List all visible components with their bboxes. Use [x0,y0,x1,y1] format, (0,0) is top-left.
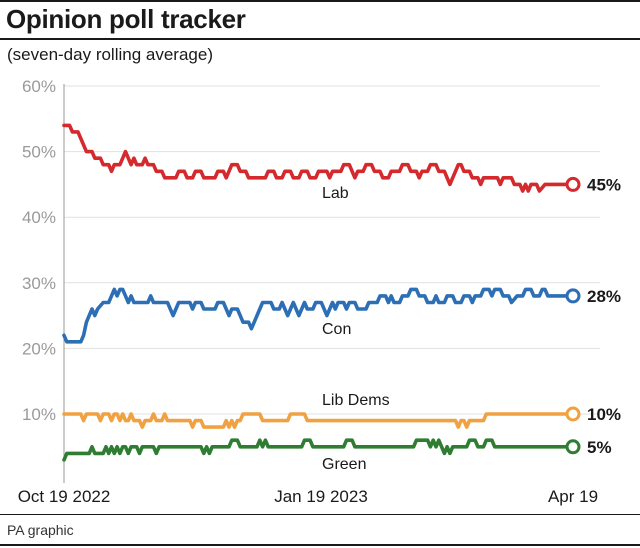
y-tick-label: 50% [22,143,56,162]
series-end-marker [565,406,581,422]
y-tick-label: 20% [22,339,56,358]
x-tick-label: Oct 19 2022 [18,487,111,506]
x-tick-label: Apr 19 [548,487,598,506]
credit-text: PA graphic [7,522,74,538]
series-line [62,412,575,429]
series-name-label: Lab [322,185,349,202]
series-end-marker [565,288,581,304]
series-end-label: 28% [587,287,621,306]
series-end-label: 5% [587,438,612,457]
x-tick-label: Jan 19 2023 [274,487,368,506]
y-tick-label: 40% [22,208,56,227]
y-tick-label: 60% [22,77,56,96]
top-rule [0,0,640,2]
y-tick-label: 30% [22,274,56,293]
footer-rule [0,544,640,546]
series-name-label: Lib Dems [322,392,390,409]
bottom-rule [0,514,640,515]
series-end-label: 10% [587,405,621,424]
page-title: Opinion poll tracker [6,4,246,34]
series-end-marker [565,176,581,192]
chart-subtitle: (seven-day rolling average) [7,45,213,64]
series-line [62,287,575,344]
series-line [62,123,575,193]
series-name-label: Con [322,321,351,338]
series-name-label: Green [322,456,366,473]
series-line [62,438,575,462]
series-end-marker [565,439,581,455]
series-end-label: 45% [587,175,621,194]
y-tick-label: 10% [22,405,56,424]
title-underline [0,38,640,40]
